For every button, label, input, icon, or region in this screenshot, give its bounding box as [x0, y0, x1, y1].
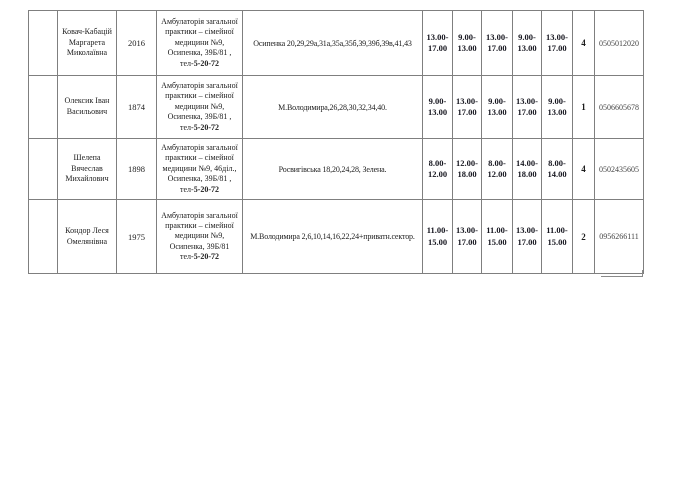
schedule-mon-cell: 11.00-15.00 — [422, 199, 453, 274]
schedule-thu-cell: 13.00-17.00 — [512, 199, 542, 274]
schedule-thu-cell: 9.00-13.00 — [512, 10, 542, 76]
clinic-text: Амбулаторія загальної практики – сімейно… — [161, 81, 238, 132]
table-bottom-offset-border — [601, 276, 643, 277]
table-row: Олексик Іван Васильович 1874 Амбулаторія… — [28, 75, 644, 139]
clinic-phone: 5-20-72 — [193, 184, 220, 194]
schedule-fri-cell: 13.00-17.00 — [541, 10, 573, 76]
phone-number-cell: 0502435605 — [594, 138, 644, 200]
schedule-tue-cell: 13.00-17.00 — [452, 75, 482, 139]
schedule-fri-cell: 9.00-13.00 — [541, 75, 573, 139]
clinic-phone: 5-20-72 — [193, 58, 220, 68]
clinic-text: Амбулаторія загальної практики – сімейно… — [161, 210, 238, 262]
clinic-cell: Амбулаторія загальної практики – сімейно… — [156, 138, 243, 200]
schedule-wed-cell: 9.00-13.00 — [481, 75, 513, 139]
doctor-name-cell: Олексик Іван Васильович — [57, 75, 117, 139]
phone-number-cell: 0506605678 — [594, 75, 644, 139]
row-number-cell — [28, 199, 58, 274]
schedule-wed-cell: 8.00-12.00 — [481, 138, 513, 200]
schedule-thu-cell: 14.00-18.00 — [512, 138, 542, 200]
visits-count-cell: 2 — [572, 199, 595, 274]
schedule-fri-cell: 8.00-14.00 — [541, 138, 573, 200]
clinic-text: Амбулаторія загальної практики – сімейно… — [161, 143, 238, 194]
address-cell: Осипенка 20,29,29а,31а,35а,35б,39,39б,39… — [242, 10, 423, 76]
address-cell: М.Володимира,26,28,30,32,34,40. — [242, 75, 423, 139]
district-number-cell: 1874 — [116, 75, 157, 139]
schedule-tue-cell: 13.00-17.00 — [452, 199, 482, 274]
schedule-wed-cell: 11.00-15.00 — [481, 199, 513, 274]
district-number-cell: 1975 — [116, 199, 157, 274]
doctor-name-cell: Шелепа Вячеслав Михайлович — [57, 138, 117, 200]
schedule-mon-cell: 13.00-17.00 — [422, 10, 453, 76]
address-cell: Росвигівська 18,20,24,28, Зелена. — [242, 138, 423, 200]
district-number-cell: 2016 — [116, 10, 157, 76]
schedule-mon-cell: 8.00-12.00 — [422, 138, 453, 200]
schedule-tue-cell: 12.00-18.00 — [452, 138, 482, 200]
visits-count-cell: 4 — [572, 10, 595, 76]
clinic-phone: 5-20-72 — [193, 122, 220, 132]
schedule-fri-cell: 11.00-15.00 — [541, 199, 573, 274]
schedule-mon-cell: 9.00-13.00 — [422, 75, 453, 139]
clinic-cell: Амбулаторія загальної практики – сімейно… — [156, 10, 243, 76]
schedule-tue-cell: 9.00-13.00 — [452, 10, 482, 76]
visits-count-cell: 1 — [572, 75, 595, 139]
table-row: Шелепа Вячеслав Михайлович 1898 Амбулато… — [28, 138, 644, 200]
table-row: Кондор Леся Омелянівна 1975 Амбулаторія … — [28, 199, 644, 274]
row-number-cell — [28, 75, 58, 139]
schedule-wed-cell: 13.00-17.00 — [481, 10, 513, 76]
row-number-cell — [28, 10, 58, 76]
visits-count-cell: 4 — [572, 138, 595, 200]
clinic-text: Амбулаторія загальної практики – сімейно… — [161, 17, 238, 68]
clinic-cell: Амбулаторія загальної практики – сімейно… — [156, 75, 243, 139]
phone-number-cell: 0505012020 — [594, 10, 644, 76]
row-number-cell — [28, 138, 58, 200]
table-right-offset-border — [642, 270, 643, 277]
doctor-name-cell: Ковач-Кабацій Маргарета Миколаївна — [57, 10, 117, 76]
table-row: Ковач-Кабацій Маргарета Миколаївна 2016 … — [28, 10, 644, 76]
doctor-schedule-table: Ковач-Кабацій Маргарета Миколаївна 2016 … — [28, 10, 644, 274]
schedule-thu-cell: 13.00-17.00 — [512, 75, 542, 139]
doctor-name-cell: Кондор Леся Омелянівна — [57, 199, 117, 274]
district-number-cell: 1898 — [116, 138, 157, 200]
clinic-cell: Амбулаторія загальної практики – сімейно… — [156, 199, 243, 274]
clinic-phone: 5-20-72 — [193, 252, 220, 262]
address-cell: М.Володимира 2,6,10,14,16,22,24+приватн.… — [242, 199, 423, 274]
phone-number-cell: 0956266111 — [594, 199, 644, 274]
